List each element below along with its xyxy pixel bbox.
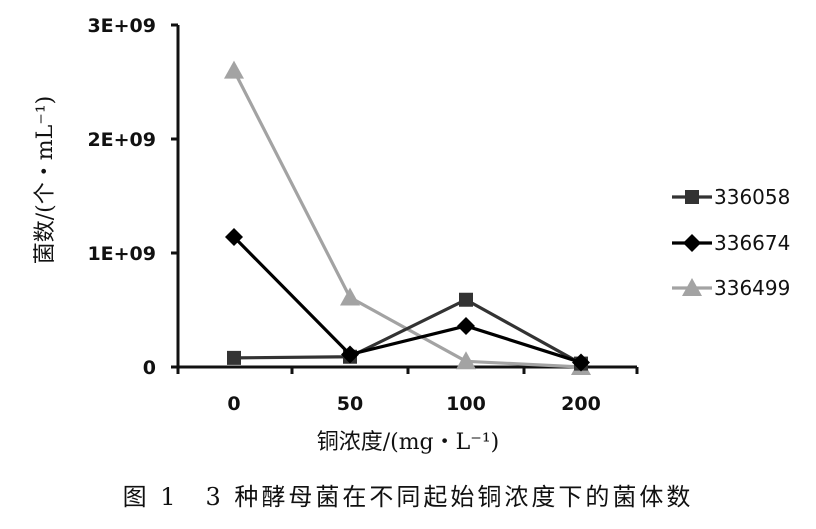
legend-marker <box>685 190 699 204</box>
x-tick-label: 0 <box>227 393 240 415</box>
legend-marker <box>682 278 702 296</box>
series-336058 <box>227 292 588 371</box>
legend-label: 336058 <box>714 185 790 209</box>
data-point-336058 <box>459 292 473 307</box>
legend-entry-336674: 336674 <box>672 231 790 255</box>
legend-entry-336058: 336058 <box>672 185 790 209</box>
data-point-336499 <box>224 60 244 79</box>
series-336674 <box>225 228 590 372</box>
legend-label: 336499 <box>714 276 790 300</box>
series-line-336058 <box>233 298 582 365</box>
data-point-336674 <box>225 228 243 247</box>
data-point-336499 <box>456 351 476 370</box>
y-tick-label: 0 <box>143 357 156 379</box>
data-point-336674 <box>572 353 590 372</box>
y-tick-label: 2E+09 <box>87 129 156 151</box>
chart-axes: 0 1E+09 2E+09 3E+09 0 50 100 200 <box>87 15 639 415</box>
legend-marker <box>683 234 701 252</box>
chart-legend: 336058 336674 336499 <box>672 185 790 300</box>
x-tick-label: 200 <box>561 393 601 415</box>
x-axis-title: 铜浓度/(mg・L⁻¹) <box>317 430 500 455</box>
data-point-336674 <box>341 345 359 364</box>
legend-entry-336499: 336499 <box>672 276 790 300</box>
y-tick-label: 3E+09 <box>87 15 156 37</box>
x-tick-label: 50 <box>337 393 363 415</box>
x-tick-label: 100 <box>446 393 486 415</box>
chart-series-layer <box>224 60 591 375</box>
legend-label: 336674 <box>714 231 790 255</box>
figure-caption: 图 1 3 种酵母菌在不同起始铜浓度下的菌体数 <box>123 483 694 511</box>
data-point-336058 <box>227 350 241 365</box>
series-line-336499 <box>232 69 582 369</box>
y-tick-label: 1E+09 <box>87 243 156 265</box>
data-point-336499 <box>340 287 360 306</box>
y-axis-title: 菌数/(个・mL⁻¹) <box>33 96 58 264</box>
data-point-336674 <box>457 316 475 335</box>
series-line-336674 <box>232 235 582 364</box>
